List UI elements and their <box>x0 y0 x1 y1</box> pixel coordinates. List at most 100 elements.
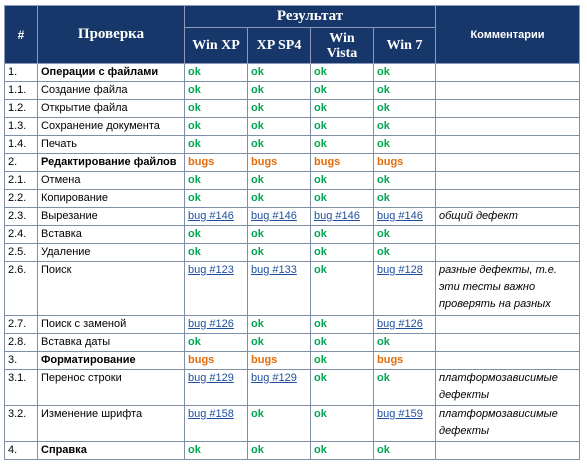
row-number: 2.3. <box>4 207 38 226</box>
result-cell: ok <box>310 225 374 244</box>
status-ok: ok <box>377 84 390 96</box>
status-ok: ok <box>251 246 264 258</box>
row-comment: общий дефект <box>435 207 580 226</box>
bug-link[interactable]: bug #159 <box>377 408 423 420</box>
result-cell: ok <box>310 189 374 208</box>
table-row: 1. Операции с файлами ok ok ok ok <box>4 63 580 82</box>
result-cell: ok <box>247 171 311 190</box>
header-os-win-xp: Win XP <box>184 27 248 64</box>
row-number: 2.2. <box>4 189 38 208</box>
result-cell: bug #126 <box>184 315 248 334</box>
table-row: 2.4. Вставка ok ok ok ok <box>4 225 580 244</box>
result-cell: bug #146 <box>310 207 374 226</box>
bug-link[interactable]: bug #123 <box>188 264 234 276</box>
header-os-xp-sp4: XP SP4 <box>247 27 311 64</box>
header-check: Проверка <box>37 5 185 64</box>
bug-link[interactable]: bug #146 <box>251 210 297 222</box>
result-cell: ok <box>310 171 374 190</box>
row-comment: платформозависимые дефекты <box>435 369 580 406</box>
status-ok: ok <box>188 228 201 240</box>
row-check-name: Печать <box>37 135 185 154</box>
header-comments: Комментарии <box>435 5 580 64</box>
status-ok: ok <box>377 336 390 348</box>
result-cell: ok <box>247 405 311 442</box>
result-cell: ok <box>184 99 248 118</box>
row-check-name: Редактирование файлов <box>37 153 185 172</box>
row-comment <box>435 333 580 352</box>
status-ok: ok <box>251 66 264 78</box>
table-row: 1.2. Открытие файла ok ok ok ok <box>4 99 580 118</box>
bug-link[interactable]: bug #129 <box>251 372 297 384</box>
row-check-name: Удаление <box>37 243 185 262</box>
result-cell: bug #146 <box>184 207 248 226</box>
result-cell: ok <box>247 441 311 460</box>
status-ok: ok <box>314 192 327 204</box>
status-ok: ok <box>188 138 201 150</box>
row-check-name: Создание файла <box>37 81 185 100</box>
result-cell: ok <box>310 369 374 406</box>
status-ok: ok <box>251 408 264 420</box>
row-check-name: Открытие файла <box>37 99 185 118</box>
result-cell: ok <box>310 315 374 334</box>
row-check-name: Вставка <box>37 225 185 244</box>
row-check-name: Операции с файлами <box>37 63 185 82</box>
row-comment <box>435 189 580 208</box>
status-ok: ok <box>377 246 390 258</box>
table-row: 2.6. Поиск bug #123 bug #133 ok bug #128 разны… <box>4 261 580 316</box>
status-ok: ok <box>314 264 327 276</box>
status-ok: ok <box>314 354 327 366</box>
row-number: 1.4. <box>4 135 38 154</box>
result-cell: ok <box>184 333 248 352</box>
row-number: 2. <box>4 153 38 172</box>
status-ok: ok <box>251 318 264 330</box>
result-cell: ok <box>184 81 248 100</box>
result-cell: ok <box>247 243 311 262</box>
result-cell: ok <box>310 81 374 100</box>
result-cell: ok <box>310 63 374 82</box>
result-cell: bug #146 <box>247 207 311 226</box>
bug-link[interactable]: bug #126 <box>188 318 234 330</box>
bug-link[interactable]: bug #133 <box>251 264 297 276</box>
result-cell: ok <box>373 243 436 262</box>
result-cell: ok <box>310 333 374 352</box>
row-check-name: Копирование <box>37 189 185 208</box>
result-cell: bugs <box>310 153 374 172</box>
table-row: 2.8. Вставка даты ok ok ok ok <box>4 333 580 352</box>
table-row: 3.2. Изменение шрифта bug #158 ok ok bug #159… <box>4 405 580 442</box>
result-cell: ok <box>247 333 311 352</box>
result-cell: ok <box>310 405 374 442</box>
bug-link[interactable]: bug #126 <box>377 318 423 330</box>
status-bugs: bugs <box>251 354 278 366</box>
bug-link[interactable]: bug #146 <box>188 210 234 222</box>
status-bugs: bugs <box>188 156 215 168</box>
bug-link[interactable]: bug #146 <box>377 210 423 222</box>
result-cell: bug #159 <box>373 405 436 442</box>
table-row: 1.4. Печать ok ok ok ok <box>4 135 580 154</box>
row-comment <box>435 225 580 244</box>
result-cell: ok <box>373 63 436 82</box>
result-cell: ok <box>373 441 436 460</box>
status-ok: ok <box>377 66 390 78</box>
header-os-win-vista: Win Vista <box>310 27 374 64</box>
results-body: 1. Операции с файлами ok ok ok ok 1.1. Создание… <box>4 63 580 460</box>
bug-link[interactable]: bug #129 <box>188 372 234 384</box>
status-ok: ok <box>188 102 201 114</box>
row-comment <box>435 243 580 262</box>
status-ok: ok <box>377 228 390 240</box>
row-check-name: Справка <box>37 441 185 460</box>
status-ok: ok <box>314 318 327 330</box>
row-comment: разные дефекты, т.е. эти тесты важно про… <box>435 261 580 316</box>
status-ok: ok <box>314 336 327 348</box>
bug-link[interactable]: bug #158 <box>188 408 234 420</box>
status-ok: ok <box>251 336 264 348</box>
bug-link[interactable]: bug #128 <box>377 264 423 276</box>
status-bugs: bugs <box>314 156 341 168</box>
result-cell: bugs <box>373 351 436 370</box>
result-cell: ok <box>247 117 311 136</box>
status-bugs: bugs <box>251 156 278 168</box>
status-ok: ok <box>314 408 327 420</box>
bug-link[interactable]: bug #146 <box>314 210 360 222</box>
status-ok: ok <box>314 138 327 150</box>
result-cell: ok <box>247 135 311 154</box>
result-cell: ok <box>310 117 374 136</box>
